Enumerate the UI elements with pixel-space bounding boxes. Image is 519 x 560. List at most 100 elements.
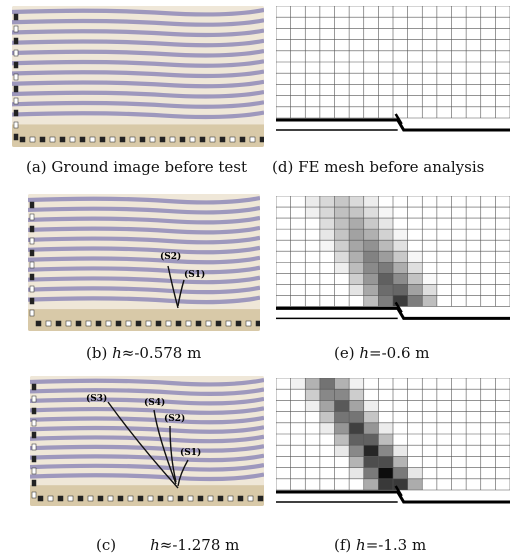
sand-stripe [30,406,264,415]
mesh-cell-shade [378,273,393,285]
caption-b-var: h [112,344,122,362]
scale-tick [105,320,112,327]
mesh-cell-shade [319,400,335,412]
mesh-cell-shade [393,445,408,457]
ground-image-before-test [12,6,264,147]
mesh-cell-shade [378,478,393,490]
scale-tick [245,320,252,327]
scale-tick [225,320,232,327]
mesh-cell-shade [378,251,393,263]
scale-tick [69,136,76,143]
scale-tick [31,491,37,499]
mesh-cell-shade [349,445,364,457]
scale-tick [13,121,19,129]
mesh-cell-shade [363,411,379,423]
mesh-cell-shade [349,400,364,412]
scale-tick [13,25,19,33]
scale-tick [209,136,216,143]
scale-tick [107,495,114,502]
mesh-cell-shade [393,240,408,252]
scale-tick [257,495,264,502]
sand-stripe [28,245,260,255]
base-fault-line [276,306,510,320]
mesh-cell-shade [407,295,423,307]
mesh-cell-shade [378,240,393,252]
scale-tick [65,320,72,327]
sand-stripe [12,89,264,99]
sand-stripe [28,265,260,275]
mesh-cell-shade [349,207,364,219]
scale-tick [205,320,212,327]
caption-e-rest: =-0.6 m [369,344,430,362]
caption-c-rest: ≈-1.278 m [159,536,240,554]
caption-b: (b) h≈-0.578 m [86,344,201,362]
mesh-cell-shade [378,456,393,468]
caption-e-var: h [359,344,370,362]
mesh-cell-shade [363,229,379,241]
fault-tick [394,301,403,314]
sand-stripe [30,415,264,425]
mesh-cell-shade [349,467,364,479]
sand-stripe [12,100,264,109]
scale-tick [217,495,224,502]
scale-tick [37,495,44,502]
label-s2-b: (S2) [160,252,182,262]
fault-trace [169,425,177,483]
caption-f: (f) h=-1.3 m [334,536,426,554]
scale-tick [227,495,234,502]
scale-tick [55,320,62,327]
scale-tick [29,136,36,143]
mesh-grid-e [276,196,510,320]
scale-tick [57,495,64,502]
scale-tick [97,495,104,502]
fault-trace [177,279,185,307]
caption-c-var: h [150,536,160,554]
caption-e-prefix: (e) [334,344,360,362]
mesh-cell-shade [393,262,408,274]
mesh-cell-shade [305,378,320,390]
mesh-cell-shade [407,262,423,274]
scale-tick [31,467,37,475]
scale-tick [29,273,35,281]
mesh-cell-shade [334,411,350,423]
base-strip [28,309,260,331]
mesh-cell-shade [393,229,408,241]
scale-tick [29,309,35,317]
mesh-cell-shade [349,456,364,468]
scale-tick [249,136,256,143]
caption-e: (e) h=-0.6 m [334,344,430,362]
fe-mesh-before-analysis [276,6,510,146]
ground-stripes-c [30,376,264,506]
scale-tick [137,495,144,502]
scale-tick [13,73,19,81]
caption-f-var: h [356,536,366,554]
label-s3-c: (S3) [86,394,108,404]
sand-stripe [28,235,260,245]
scale-tick [89,136,96,143]
label-s1-c: (S1) [180,448,202,458]
scale-tick [45,320,52,327]
sand-stripe [30,377,264,387]
scale-tick [119,136,126,143]
mesh-cell-shade [349,434,364,446]
sand-stripe [30,387,264,396]
scale-tick [13,97,19,105]
scale-tick [29,249,35,257]
mesh-cell-shade [407,284,423,296]
caption-f-prefix: (f) [334,536,357,554]
scale-tick [47,495,54,502]
mesh-cell-shade [334,196,350,208]
mesh-cell-shade [363,262,379,274]
mesh-cell-shade [407,478,423,490]
mesh-cell-shade [363,284,379,296]
mesh-cell-shade [407,273,423,285]
scale-tick [29,225,35,233]
mesh-cell-shade [349,411,364,423]
mesh-cell-shade [334,378,350,390]
sand-stripe [28,195,260,205]
mesh-cell-shade [349,262,364,274]
base-fault-line [276,118,510,132]
mesh-cell-shade [334,400,350,412]
mesh-cell-shade [393,478,408,490]
scale-tick [95,320,102,327]
